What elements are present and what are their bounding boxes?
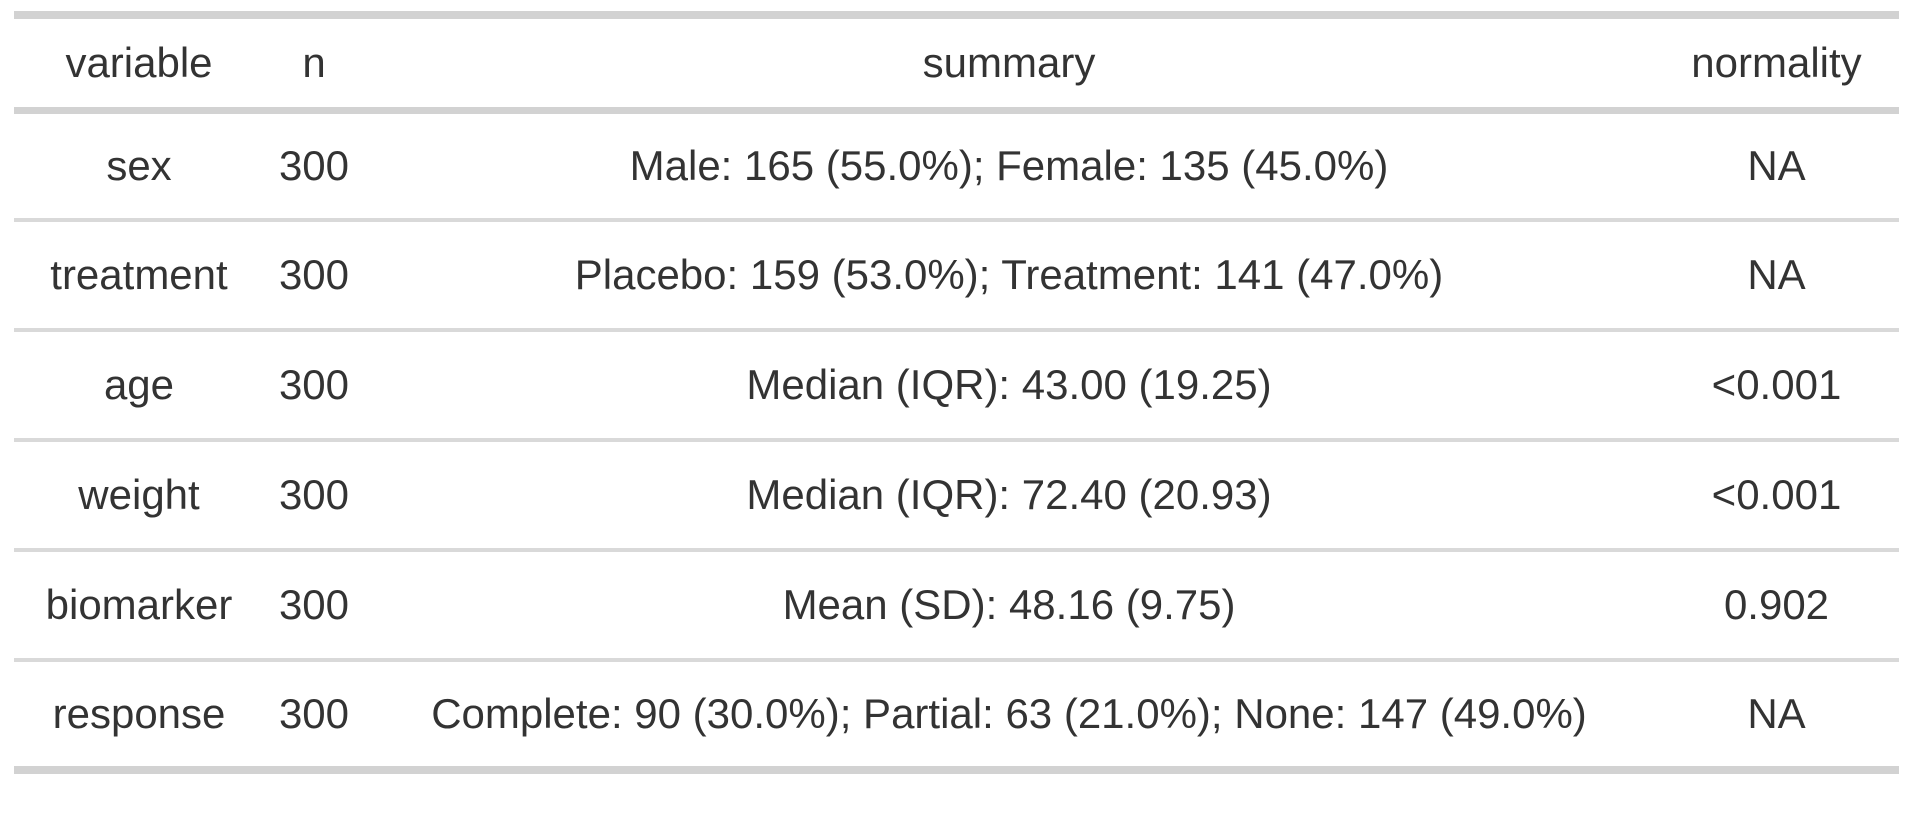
column-header-n: n (302, 38, 326, 86)
cell-variable: weight (78, 470, 200, 518)
cell-n: 300 (278, 250, 350, 298)
cell-summary: Median (IQR): 72.40 (20.93) (746, 470, 1272, 518)
cell-normality: 0.902 (1723, 580, 1830, 628)
cell-normality: <0.001 (1711, 470, 1842, 518)
cell-variable: sex (106, 141, 172, 189)
cell-summary: Median (IQR): 43.00 (19.25) (746, 360, 1272, 408)
table-row-response: response 300 Complete: 90 (30.0%); Parti… (14, 660, 1899, 770)
summary-table: variable n summary normality sex 300 Mal… (14, 11, 1899, 774)
cell-summary: Male: 165 (55.0%); Female: 135 (45.0%) (629, 141, 1389, 189)
table-row-treatment: treatment 300 Placebo: 159 (53.0%); Trea… (14, 220, 1899, 330)
column-header-summary: summary (922, 38, 1096, 86)
cell-variable: age (103, 360, 175, 408)
cell-variable: biomarker (45, 580, 233, 628)
cell-normality: NA (1747, 250, 1806, 298)
cell-n: 300 (278, 360, 350, 408)
cell-n: 300 (278, 580, 350, 628)
column-header-normality: normality (1691, 38, 1862, 86)
cell-normality: <0.001 (1711, 360, 1842, 408)
cell-n: 300 (278, 141, 350, 189)
cell-normality: NA (1747, 141, 1806, 189)
table-row-biomarker: biomarker 300 Mean (SD): 48.16 (9.75) 0.… (14, 550, 1899, 660)
cell-summary: Complete: 90 (30.0%); Partial: 63 (21.0%… (431, 689, 1587, 737)
cell-normality: NA (1747, 689, 1806, 737)
table-row-weight: weight 300 Median (IQR): 72.40 (20.93) <… (14, 440, 1899, 550)
cell-n: 300 (278, 689, 350, 737)
cell-summary: Mean (SD): 48.16 (9.75) (782, 580, 1236, 628)
table-row-sex: sex 300 Male: 165 (55.0%); Female: 135 (… (14, 110, 1899, 220)
column-header-variable: variable (65, 38, 213, 86)
cell-summary: Placebo: 159 (53.0%); Treatment: 141 (47… (574, 250, 1444, 298)
header-row: variable n summary normality (14, 15, 1899, 110)
cell-n: 300 (278, 470, 350, 518)
summary-table-container: variable n summary normality sex 300 Mal… (14, 11, 1899, 774)
table-row-age: age 300 Median (IQR): 43.00 (19.25) <0.0… (14, 330, 1899, 440)
cell-variable: treatment (50, 250, 228, 298)
cell-variable: response (52, 689, 226, 737)
